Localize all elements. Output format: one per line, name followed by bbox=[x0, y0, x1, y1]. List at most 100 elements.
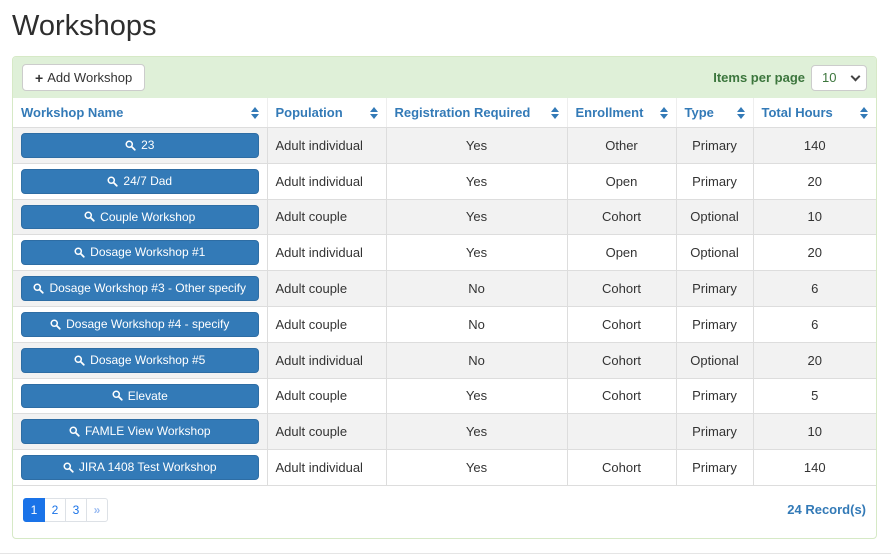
workshop-open-button[interactable]: Dosage Workshop #3 - Other specify bbox=[21, 276, 259, 301]
population-cell: Adult couple bbox=[266, 377, 387, 415]
workshop-open-button[interactable]: Elevate bbox=[21, 383, 259, 409]
registration-required-cell: Yes bbox=[385, 127, 568, 164]
total-hours-cell: 140 bbox=[752, 449, 876, 486]
table-row: Dosage Workshop #4 - specify Adult coupl… bbox=[13, 305, 876, 343]
enrollment-cell: Open bbox=[566, 162, 677, 200]
workshop-open-button[interactable]: 24/7 Dad bbox=[21, 168, 259, 194]
population-cell: Adult couple bbox=[266, 305, 387, 343]
column-label: Enrollment bbox=[575, 105, 644, 120]
total-hours-cell: 20 bbox=[752, 341, 876, 379]
column-label: Registration Required bbox=[394, 105, 531, 120]
table-row: JIRA 1408 Test Workshop Adult individual… bbox=[13, 449, 876, 486]
column-header-total-hours[interactable]: Total Hours bbox=[753, 98, 876, 128]
registration-required-cell: Yes bbox=[385, 413, 568, 451]
enrollment-cell: Open bbox=[566, 234, 677, 272]
enrollment-cell: Cohort bbox=[566, 449, 677, 486]
workshop-open-button[interactable]: Dosage Workshop #5 bbox=[21, 347, 259, 373]
magnifier-icon bbox=[125, 140, 136, 151]
population-cell: Adult individual bbox=[266, 162, 387, 200]
type-cell: Primary bbox=[675, 270, 754, 307]
magnifier-icon bbox=[84, 211, 95, 223]
items-per-page-select-wrap: 10 bbox=[811, 64, 867, 91]
registration-required-cell: Yes bbox=[385, 162, 568, 200]
total-hours-cell: 10 bbox=[752, 198, 876, 236]
enrollment-cell: Other bbox=[566, 127, 677, 164]
population-cell: Adult individual bbox=[266, 234, 387, 272]
magnifier-icon bbox=[33, 283, 45, 294]
table-row: 24/7 Dad Adult individual Yes Open Prima… bbox=[13, 162, 876, 200]
workshop-open-button[interactable]: Dosage Workshop #1 bbox=[21, 240, 259, 266]
sort-updown-icon[interactable] bbox=[369, 106, 378, 119]
table-row: FAMLE View Workshop Adult couple Yes Pri… bbox=[13, 413, 876, 451]
population-cell: Adult couple bbox=[266, 198, 387, 236]
table-footer: 1 2 3 » 24 Record(s) bbox=[13, 486, 876, 538]
column-header-enrollment[interactable]: Enrollment bbox=[567, 98, 677, 128]
column-header-registration-required[interactable]: Registration Required bbox=[386, 98, 568, 128]
column-header-population[interactable]: Population bbox=[267, 98, 387, 128]
site-footer: © 2020 - nFORM - Information, Family Out… bbox=[0, 554, 891, 558]
workshop-open-button[interactable]: 23 bbox=[21, 133, 259, 158]
registration-required-cell: No bbox=[385, 341, 568, 379]
workshop-name-label: Dosage Workshop #3 - Other specify bbox=[49, 281, 247, 296]
total-hours-cell: 10 bbox=[752, 413, 876, 451]
sort-updown-icon[interactable] bbox=[860, 106, 868, 119]
add-workshop-button[interactable]: + Add Workshop bbox=[22, 64, 146, 91]
page-button-1[interactable]: 1 bbox=[23, 497, 45, 522]
registration-required-cell: No bbox=[385, 270, 568, 307]
workshops-panel: + Add Workshop Items per page 10 Worksho… bbox=[12, 56, 877, 539]
footer-divider bbox=[0, 552, 891, 554]
workshop-name-cell: 23 bbox=[13, 127, 268, 164]
registration-required-cell: Yes bbox=[385, 234, 568, 272]
population-cell: Adult individual bbox=[266, 449, 387, 486]
workshop-open-button[interactable]: JIRA 1408 Test Workshop bbox=[21, 455, 259, 480]
panel-toolbar: + Add Workshop Items per page 10 bbox=[13, 57, 876, 98]
population-cell: Adult individual bbox=[266, 127, 387, 164]
page-button-2[interactable]: 2 bbox=[44, 497, 66, 522]
table-row: Couple Workshop Adult couple Yes Cohort … bbox=[13, 198, 876, 236]
registration-required-cell: No bbox=[385, 305, 568, 343]
sort-updown-icon[interactable] bbox=[250, 106, 259, 119]
magnifier-icon bbox=[74, 355, 85, 366]
magnifier-icon bbox=[69, 426, 80, 437]
workshop-name-cell: Dosage Workshop #1 bbox=[13, 234, 268, 272]
workshop-name-cell: Couple Workshop bbox=[13, 198, 268, 236]
sort-updown-icon[interactable] bbox=[550, 106, 559, 119]
record-count: 24 Record(s) bbox=[787, 502, 866, 518]
page-button-next[interactable]: » bbox=[86, 497, 108, 522]
total-hours-cell: 6 bbox=[752, 305, 876, 343]
table-row: Dosage Workshop #5 Adult individual No C… bbox=[13, 341, 876, 379]
workshop-open-button[interactable]: Couple Workshop bbox=[21, 204, 259, 230]
workshop-name-label: Elevate bbox=[127, 388, 168, 403]
column-label: Workshop Name bbox=[21, 105, 124, 120]
type-cell: Primary bbox=[675, 449, 754, 486]
magnifier-icon bbox=[112, 390, 123, 402]
enrollment-cell bbox=[566, 413, 677, 451]
workshop-open-button[interactable]: Dosage Workshop #4 - specify bbox=[21, 311, 259, 337]
magnifier-icon bbox=[63, 462, 74, 473]
workshop-name-cell: Elevate bbox=[13, 377, 268, 415]
magnifier-icon bbox=[107, 176, 119, 187]
enrollment-cell: Cohort bbox=[566, 198, 677, 236]
column-header-type[interactable]: Type bbox=[676, 98, 754, 128]
total-hours-cell: 20 bbox=[752, 234, 876, 272]
population-cell: Adult couple bbox=[266, 270, 387, 307]
table-row: Dosage Workshop #1 Adult individual Yes … bbox=[13, 234, 876, 272]
workshop-name-cell: 24/7 Dad bbox=[13, 162, 268, 200]
sort-updown-icon[interactable] bbox=[659, 106, 668, 119]
enrollment-cell: Cohort bbox=[566, 341, 677, 379]
sort-updown-icon[interactable] bbox=[736, 106, 745, 119]
workshop-open-button[interactable]: FAMLE View Workshop bbox=[21, 419, 259, 445]
plus-icon: + bbox=[35, 69, 44, 86]
column-header-workshop-name[interactable]: Workshop Name bbox=[13, 98, 268, 128]
items-per-page-select[interactable]: 10 bbox=[811, 64, 867, 91]
add-workshop-label: Add Workshop bbox=[47, 70, 133, 85]
magnifier-icon bbox=[50, 319, 61, 330]
workshop-name-label: Dosage Workshop #5 bbox=[90, 352, 206, 367]
type-cell: Primary bbox=[675, 127, 754, 164]
enrollment-cell: Cohort bbox=[566, 270, 677, 307]
page-button-3[interactable]: 3 bbox=[65, 497, 87, 522]
type-cell: Primary bbox=[675, 413, 754, 451]
population-cell: Adult couple bbox=[266, 413, 387, 451]
total-hours-cell: 5 bbox=[752, 377, 876, 415]
